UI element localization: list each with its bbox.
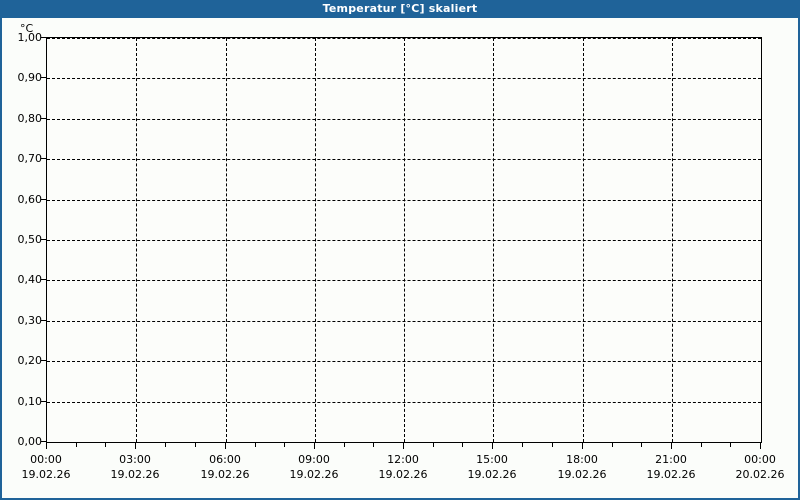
x-axis-tick-time: 12:00: [387, 453, 419, 466]
x-axis-minor-tick: [76, 443, 77, 447]
y-axis-tick-label: 1,00: [17, 31, 43, 44]
x-axis-tick-time: 00:00: [744, 453, 776, 466]
x-axis-minor-tick: [522, 443, 523, 447]
window-title-bar: Temperatur [°C] skaliert: [2, 0, 798, 18]
x-axis-tick-date: 19.02.26: [21, 468, 71, 481]
y-axis-tick: [41, 401, 46, 402]
x-axis-tick: [671, 443, 672, 449]
x-axis-tick-date: 19.02.26: [110, 468, 160, 481]
x-axis-minor-tick: [701, 443, 702, 447]
x-axis-minor-tick: [730, 443, 731, 447]
x-axis-tick: [582, 443, 583, 449]
x-axis-tick-label: 00:00 19.02.26: [2, 452, 91, 482]
y-axis-tick-label: 0,50: [17, 233, 43, 246]
y-axis-tick: [41, 360, 46, 361]
x-axis-tick-date: 19.02.26: [646, 468, 696, 481]
x-axis-minor-tick: [284, 443, 285, 447]
x-axis-minor-tick: [255, 443, 256, 447]
x-axis-tick-time: 03:00: [119, 453, 151, 466]
x-axis-minor-tick: [195, 443, 196, 447]
x-axis-tick-label: 06:00 19.02.26: [180, 452, 270, 482]
x-axis-minor-tick: [373, 443, 374, 447]
x-axis-tick-label: 15:00 19.02.26: [447, 452, 537, 482]
y-axis-tick: [41, 199, 46, 200]
y-axis-tick-label: 0,20: [17, 354, 43, 367]
x-axis-minor-tick: [552, 443, 553, 447]
plot-area: [46, 37, 762, 443]
x-axis-tick-label: 12:00 19.02.26: [358, 452, 448, 482]
x-axis-minor-tick: [344, 443, 345, 447]
x-axis-tick-time: 09:00: [298, 453, 330, 466]
y-axis-tick: [41, 441, 46, 442]
gridline-vertical: [315, 38, 316, 442]
gridline-horizontal: [47, 78, 761, 79]
gridline-horizontal: [47, 38, 761, 39]
x-axis-tick: [492, 443, 493, 449]
x-axis-tick: [403, 443, 404, 449]
x-axis-tick-time: 06:00: [209, 453, 241, 466]
x-axis-tick-date: 19.02.26: [378, 468, 428, 481]
gridline-horizontal: [47, 361, 761, 362]
x-axis-tick-time: 15:00: [476, 453, 508, 466]
y-axis-tick: [41, 279, 46, 280]
x-axis-tick-date: 19.02.26: [557, 468, 607, 481]
y-axis-tick: [41, 37, 46, 38]
x-axis-tick-label: 09:00 19.02.26: [269, 452, 359, 482]
x-axis-minor-tick: [105, 443, 106, 447]
gridline-vertical: [136, 38, 137, 442]
y-axis-unit-label: °C: [20, 22, 34, 35]
x-axis-tick-date: 19.02.26: [200, 468, 250, 481]
y-axis-tick-label: 0,80: [17, 112, 43, 125]
x-axis-tick-label: 21:00 19.02.26: [626, 452, 716, 482]
y-axis-tick-label: 0,40: [17, 273, 43, 286]
x-axis-minor-tick: [433, 443, 434, 447]
gridline-vertical: [493, 38, 494, 442]
gridline-horizontal: [47, 200, 761, 201]
gridline-vertical: [226, 38, 227, 442]
gridline-horizontal: [47, 402, 761, 403]
chart-canvas: °C 1,00 0,90 0,80 0,70 0,60 0,50 0,40 0,30 0,20 0…: [2, 18, 798, 498]
page-title: Temperatur [°C] skaliert: [322, 2, 478, 15]
x-axis-minor-tick: [612, 443, 613, 447]
y-axis-tick: [41, 118, 46, 119]
x-axis-minor-tick: [165, 443, 166, 447]
gridline-horizontal: [47, 119, 761, 120]
y-axis-tick: [41, 77, 46, 78]
gridline-vertical: [583, 38, 584, 442]
y-axis-tick-label: 0,70: [17, 152, 43, 165]
y-axis-tick-label: 0,90: [17, 71, 43, 84]
y-axis-tick-label: 0,00: [17, 435, 43, 448]
x-axis-tick: [760, 443, 761, 449]
x-axis-tick-time: 18:00: [566, 453, 598, 466]
y-axis-tick: [41, 239, 46, 240]
x-axis-tick-date: 19.02.26: [467, 468, 517, 481]
y-axis-tick-label: 0,30: [17, 314, 43, 327]
x-axis-tick-date: 20.02.26: [735, 468, 785, 481]
x-axis-tick-label: 18:00 19.02.26: [537, 452, 627, 482]
x-axis-tick-label: 03:00 19.02.26: [90, 452, 180, 482]
x-axis-tick-date: 19.02.26: [289, 468, 339, 481]
gridline-vertical: [404, 38, 405, 442]
x-axis-tick-label: 00:00 20.02.26: [715, 452, 798, 482]
gridline-horizontal: [47, 159, 761, 160]
y-axis-tick-label: 0,60: [17, 193, 43, 206]
y-axis-tick: [41, 158, 46, 159]
x-axis-minor-tick: [462, 443, 463, 447]
gridline-vertical: [672, 38, 673, 442]
y-axis-tick-label: 0,10: [17, 395, 43, 408]
x-axis-tick: [135, 443, 136, 449]
gridline-horizontal: [47, 280, 761, 281]
gridline-horizontal: [47, 240, 761, 241]
x-axis-tick-time: 21:00: [655, 453, 687, 466]
x-axis-tick: [46, 443, 47, 449]
x-axis-tick: [225, 443, 226, 449]
x-axis-tick-time: 00:00: [30, 453, 62, 466]
gridline-horizontal: [47, 321, 761, 322]
x-axis-minor-tick: [641, 443, 642, 447]
y-axis-tick: [41, 320, 46, 321]
x-axis-tick: [314, 443, 315, 449]
